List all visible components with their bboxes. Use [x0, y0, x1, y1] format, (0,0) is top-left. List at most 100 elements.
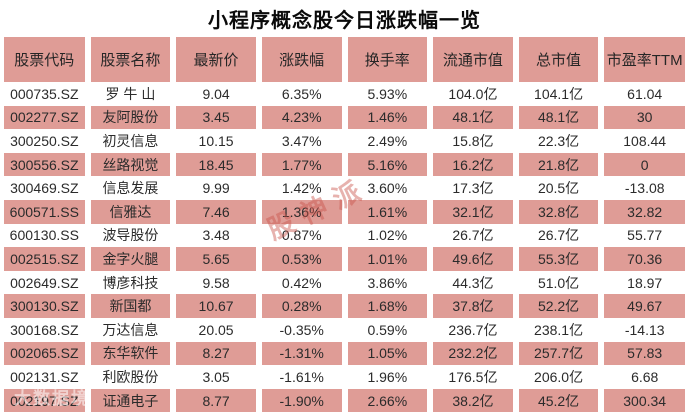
table-cell: 3.05: [170, 365, 259, 389]
table-cell: 257.7亿: [512, 341, 602, 366]
table-cell: 利欧股份: [84, 365, 174, 389]
col-header-stock-code: 股票代码: [0, 37, 88, 82]
table-cell: 55.77: [598, 223, 689, 248]
table-cell: -0.35%: [255, 317, 345, 342]
table-cell: 18.45: [170, 152, 259, 177]
table-cell: 新国都: [84, 294, 174, 318]
table-cell: 7.46: [170, 199, 259, 224]
table-cell: 002197.SZ: [0, 388, 88, 413]
table-cell: 49.67: [598, 294, 689, 318]
table-cell: 金字火腿: [84, 247, 174, 271]
table-cell: 21.8亿: [512, 152, 602, 177]
table-row: 300168.SZ 万达信息 20.05 -0.35% 0.59% 236.7亿 238.1…: [0, 317, 689, 342]
table-cell: 52.2亿: [512, 294, 602, 318]
table-cell: 48.1亿: [512, 105, 602, 130]
table-cell: 1.01%: [341, 247, 431, 271]
table-cell: 8.27: [170, 341, 259, 366]
table-row: 600571.SS 信雅达 7.46 1.36% 1.61% 32.1亿 32.8亿 32.8…: [0, 199, 689, 224]
table-cell: 300469.SZ: [0, 176, 88, 200]
table-row: 600130.SS 波导股份 3.48 0.87% 1.02% 26.7亿 26.7亿 55.…: [0, 223, 689, 248]
table-cell: 32.8亿: [512, 199, 602, 224]
table-cell: 600130.SS: [0, 223, 88, 248]
table-cell: 证通电子: [84, 388, 174, 413]
table-cell: 70.36: [598, 247, 689, 271]
table-cell: 232.2亿: [427, 341, 516, 366]
table-cell: 002131.SZ: [0, 365, 88, 389]
table-cell: 61.04: [598, 82, 689, 106]
table-cell: 1.36%: [255, 199, 345, 224]
col-header-float-cap: 流通市值: [427, 37, 516, 82]
table-cell: 信息发展: [84, 176, 174, 200]
table-cell: 45.2亿: [512, 388, 602, 413]
table-cell: 38.2亿: [427, 388, 516, 413]
table-cell: 0.53%: [255, 247, 345, 271]
table-cell: 238.1亿: [512, 317, 602, 342]
table-cell: 3.48: [170, 223, 259, 248]
table-cell: 51.0亿: [512, 270, 602, 295]
page-title: 小程序概念股今日涨跌幅一览: [208, 10, 481, 32]
table-cell: 6.35%: [255, 82, 345, 106]
table-row: 300469.SZ 信息发展 9.99 1.42% 3.60% 17.3亿 20.5亿 -13…: [0, 176, 689, 200]
table-cell: 30: [598, 105, 689, 130]
table-row: 002515.SZ 金字火腿 5.65 0.53% 1.01% 49.6亿 55.3亿 70.…: [0, 247, 689, 271]
col-header-stock-name: 股票名称: [84, 37, 174, 82]
table-cell: 友阿股份: [84, 105, 174, 130]
col-header-pe-ttm: 市盈率TTM: [598, 37, 689, 82]
table-cell: 3.86%: [341, 270, 431, 295]
table-cell: 1.02%: [341, 223, 431, 248]
table-cell: 1.42%: [255, 176, 345, 200]
table-cell: 1.61%: [341, 199, 431, 224]
table-cell: 17.3亿: [427, 176, 516, 200]
table-cell: 206.0亿: [512, 365, 602, 389]
table-cell: 176.5亿: [427, 365, 516, 389]
table-cell: 15.8亿: [427, 129, 516, 153]
table-row: 000735.SZ 罗 牛 山 9.04 6.35% 5.93% 104.0亿 104.1亿…: [0, 82, 689, 106]
table-cell: 108.44: [598, 129, 689, 153]
table-cell: 丝路视觉: [84, 152, 174, 177]
table-cell: 1.96%: [341, 365, 431, 389]
table-row: 002131.SZ 利欧股份 3.05 -1.61% 1.96% 176.5亿 206.0亿…: [0, 365, 689, 389]
table-cell: 002277.SZ: [0, 105, 88, 130]
table-cell: 300250.SZ: [0, 129, 88, 153]
table-cell: 万达信息: [84, 317, 174, 342]
table-cell: 5.93%: [341, 82, 431, 106]
table-cell: 0.28%: [255, 294, 345, 318]
table-cell: 20.5亿: [512, 176, 602, 200]
table-cell: -1.31%: [255, 341, 345, 366]
table-cell: 55.3亿: [512, 247, 602, 271]
table-cell: 32.82: [598, 199, 689, 224]
table-row: 002197.SZ 证通电子 8.77 -1.90% 2.66% 38.2亿 45.2亿 30…: [0, 388, 689, 413]
table-row: 002277.SZ 友阿股份 3.45 4.23% 1.46% 48.1亿 48.1亿 30: [0, 105, 689, 130]
col-header-latest-price: 最新价: [170, 37, 259, 82]
table-cell: 8.77: [170, 388, 259, 413]
col-header-turnover: 换手率: [341, 37, 431, 82]
table-cell: 0.87%: [255, 223, 345, 248]
table-cell: 300130.SZ: [0, 294, 88, 318]
table-cell: -1.90%: [255, 388, 345, 413]
table-cell: 002649.SZ: [0, 270, 88, 295]
table-cell: 000735.SZ: [0, 82, 88, 106]
table-cell: 0.42%: [255, 270, 345, 295]
stock-table: 股票代码 股票名称 最新价 涨跌幅 换手率 流通市值 总市值 市盈率TTM 00…: [0, 37, 689, 413]
table-cell: 4.23%: [255, 105, 345, 130]
table-cell: 东华软件: [84, 341, 174, 366]
table-cell: 信雅达: [84, 199, 174, 224]
table-cell: 49.6亿: [427, 247, 516, 271]
table-cell: 300168.SZ: [0, 317, 88, 342]
table-cell: 002515.SZ: [0, 247, 88, 271]
table-cell: 2.49%: [341, 129, 431, 153]
table-cell: 236.7亿: [427, 317, 516, 342]
table-cell: 10.67: [170, 294, 259, 318]
table-cell: 32.1亿: [427, 199, 516, 224]
table-cell: 10.15: [170, 129, 259, 153]
table-cell: 博彦科技: [84, 270, 174, 295]
table-row: 300556.SZ 丝路视觉 18.45 1.77% 5.16% 16.2亿 21.8亿 0: [0, 152, 689, 177]
table-cell: 26.7亿: [427, 223, 516, 248]
table-cell: 罗 牛 山: [84, 82, 174, 106]
table-cell: 6.68: [598, 365, 689, 389]
table-cell: 3.60%: [341, 176, 431, 200]
table-cell: 18.97: [598, 270, 689, 295]
table-cell: -13.08: [598, 176, 689, 200]
table-cell: 600571.SS: [0, 199, 88, 224]
table-cell: 9.99: [170, 176, 259, 200]
